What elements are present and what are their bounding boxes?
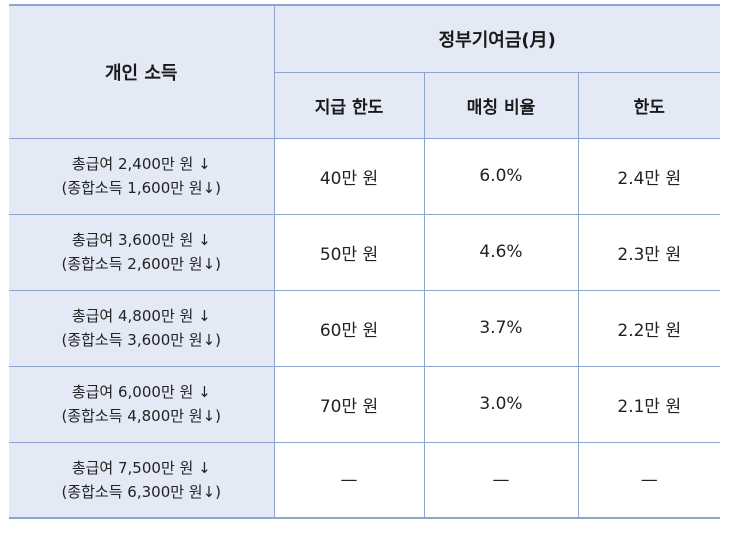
total-income-text: (종합소득 6,300만 원↓) — [61, 482, 222, 501]
total-income-text: (종합소득 4,800만 원↓) — [61, 407, 222, 425]
table-row: 총급여 3,600만 원 ↓ (종합소득 2,600만 원↓) 50만 원 4.… — [9, 214, 721, 291]
total-income-text: (종합소득 2,600만 원↓) — [61, 255, 222, 273]
table-row: 총급여 2,400만 원 ↓ (종합소득 1,600만 원↓) 40만 원 6.… — [9, 138, 721, 215]
gross-salary-text: 총급여 3,600만 원 ↓ — [71, 231, 211, 249]
cap-cell: 2.3만 원 — [577, 214, 721, 291]
gross-salary-text: 총급여 7,500만 원 ↓ — [71, 458, 211, 477]
income-cell: 총급여 7,500만 원 ↓ (종합소득 6,300만 원↓) — [9, 442, 274, 519]
cap-cell: 2.2만 원 — [577, 290, 721, 367]
matching-ratio-cell: 3.0% — [423, 366, 578, 443]
contribution-table: 개인 소득 정부기여금(月) 지급 한도 매칭 비율 한도 총급여 2,400만… — [9, 4, 721, 519]
cap-cell: 2.4만 원 — [577, 138, 721, 215]
matching-ratio-cell: — — [423, 442, 578, 519]
matching-ratio-cell: 3.7% — [423, 290, 578, 367]
table-row: 총급여 6,000만 원 ↓ (종합소득 4,800만 원↓) 70만 원 3.… — [9, 366, 721, 443]
cap-cell: — — [577, 442, 721, 519]
cap-cell: 2.1만 원 — [577, 366, 721, 443]
total-income-text: (종합소득 1,600만 원↓) — [61, 179, 222, 197]
gross-salary-text: 총급여 4,800만 원 ↓ — [71, 307, 211, 325]
header-row-main: 개인 소득 정부기여금(月) — [9, 5, 721, 139]
income-cell: 총급여 2,400만 원 ↓ (종합소득 1,600만 원↓) — [9, 138, 274, 215]
header-row-sub: 지급 한도 매칭 비율 한도 — [9, 72, 721, 139]
matching-ratio-cell: 6.0% — [423, 138, 578, 215]
table-row: 총급여 7,500만 원 ↓ (종합소득 6,300만 원↓) — — — — [9, 442, 721, 519]
total-income-text: (종합소득 3,600만 원↓) — [61, 331, 222, 349]
header-cap: 한도 — [577, 72, 721, 139]
payment-limit-cell: 40만 원 — [273, 138, 424, 215]
payment-limit-cell: 50만 원 — [273, 214, 424, 291]
gross-salary-text: 총급여 6,000만 원 ↓ — [71, 383, 211, 401]
table-row: 총급여 4,800만 원 ↓ (종합소득 3,600만 원↓) 60만 원 3.… — [9, 290, 721, 367]
header-payment-limit: 지급 한도 — [273, 72, 424, 139]
income-cell: 총급여 3,600만 원 ↓ (종합소득 2,600만 원↓) — [9, 214, 274, 291]
payment-limit-cell: 70만 원 — [273, 366, 424, 443]
header-matching-ratio: 매칭 비율 — [423, 72, 578, 139]
payment-limit-cell: — — [273, 442, 424, 519]
income-cell: 총급여 4,800만 원 ↓ (종합소득 3,600만 원↓) — [9, 290, 274, 367]
payment-limit-cell: 60만 원 — [273, 290, 424, 367]
contribution-table-container: 개인 소득 정부기여금(月) 지급 한도 매칭 비율 한도 총급여 2,400만… — [9, 4, 721, 519]
income-cell: 총급여 6,000만 원 ↓ (종합소득 4,800만 원↓) — [9, 366, 274, 443]
matching-ratio-cell: 4.6% — [423, 214, 578, 291]
header-personal-income: 개인 소득 — [9, 5, 274, 139]
gross-salary-text: 총급여 2,400만 원 ↓ — [71, 155, 211, 173]
header-gov-contribution: 정부기여금(月) — [273, 5, 721, 73]
